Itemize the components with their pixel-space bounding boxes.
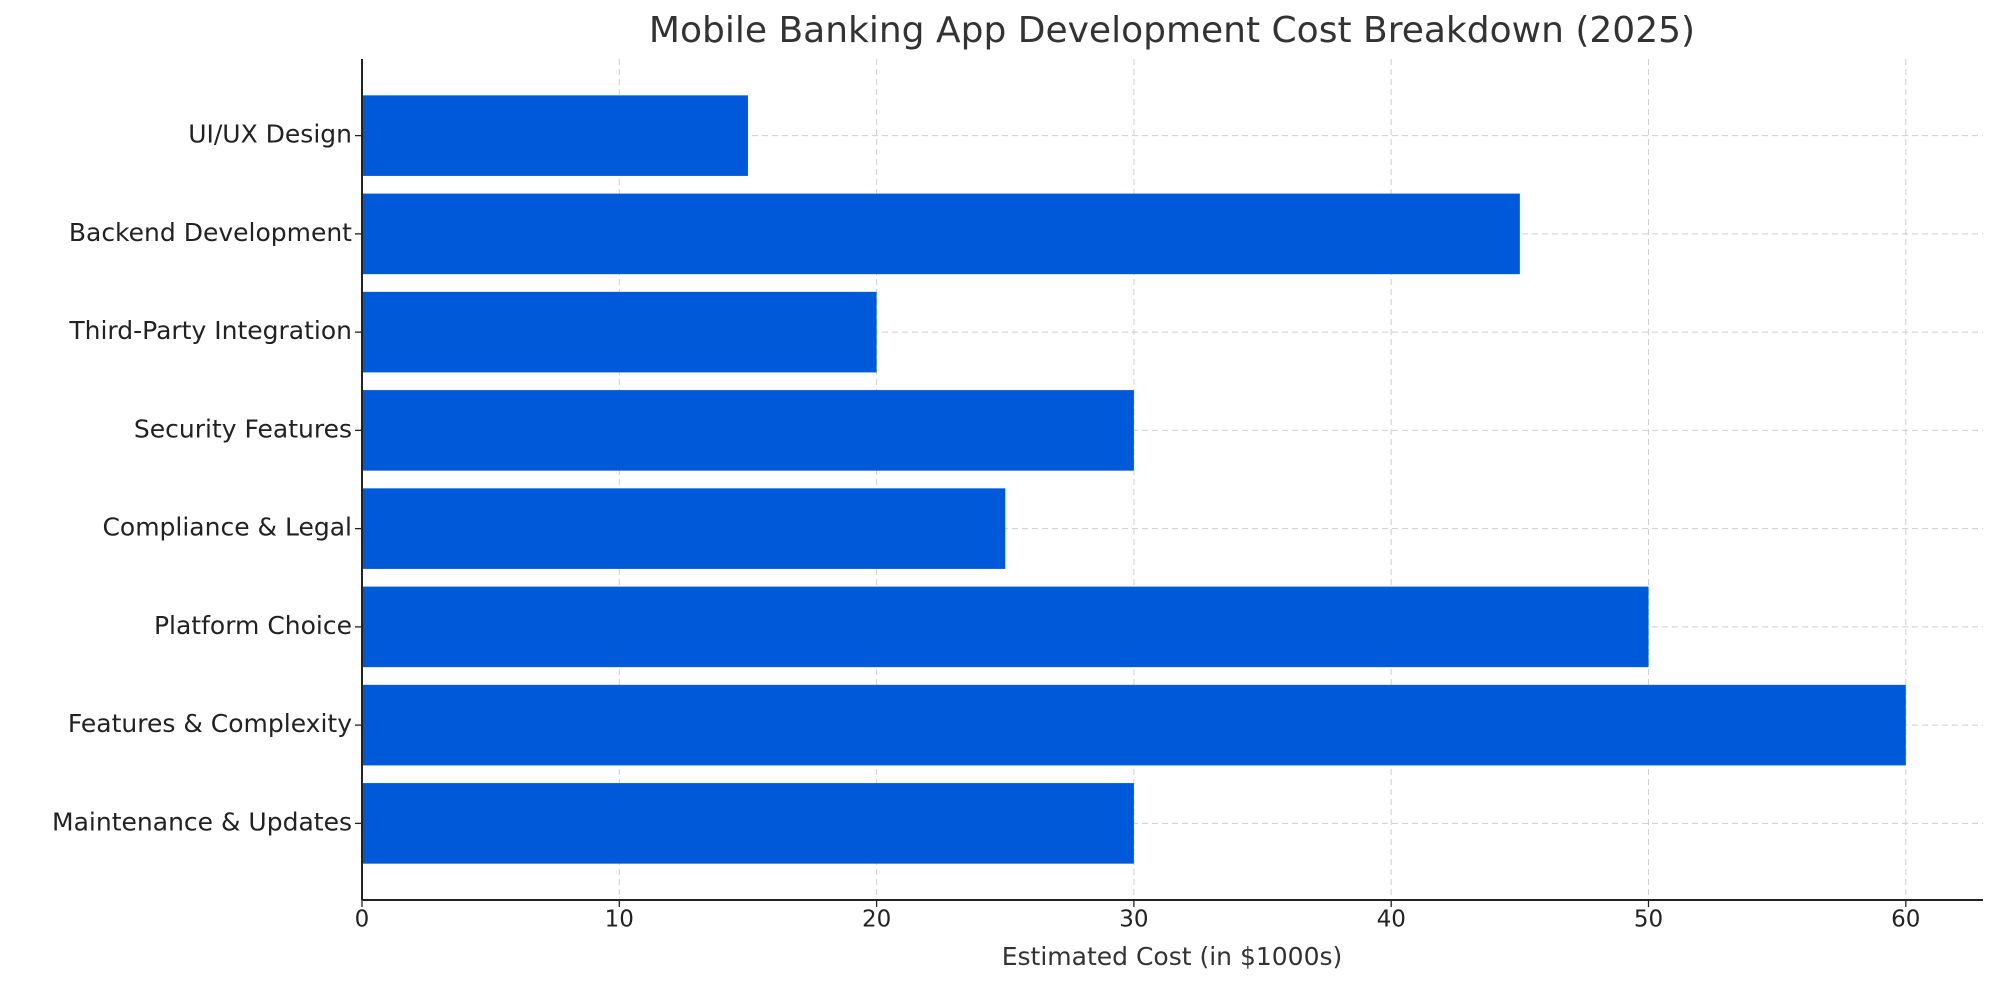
x-tick-label: 0 bbox=[355, 907, 370, 933]
y-tick-label: Compliance & Legal bbox=[102, 513, 352, 542]
bar bbox=[362, 586, 1649, 668]
y-tick-label: UI/UX Design bbox=[188, 120, 352, 149]
y-tick-label: Backend Development bbox=[69, 218, 352, 247]
bar bbox=[362, 684, 1906, 766]
bar bbox=[362, 783, 1134, 864]
y-tick-label: Maintenance & Updates bbox=[52, 807, 352, 836]
bar bbox=[362, 291, 877, 373]
x-tick-label: 20 bbox=[862, 907, 891, 933]
y-tick-label: Features & Complexity bbox=[68, 709, 352, 738]
bar bbox=[362, 95, 748, 176]
y-tick-label: Platform Choice bbox=[154, 611, 352, 640]
bar bbox=[362, 390, 1134, 471]
y-tick-label: Third-Party Integration bbox=[68, 316, 352, 345]
x-tick-label: 30 bbox=[1119, 907, 1148, 933]
bar bbox=[362, 488, 1006, 569]
y-tick-label: Security Features bbox=[134, 414, 352, 443]
bar bbox=[362, 193, 1520, 275]
x-tick-label: 60 bbox=[1891, 907, 1920, 933]
x-tick-label: 10 bbox=[605, 907, 634, 933]
chart-title: Mobile Banking App Development Cost Brea… bbox=[649, 10, 1695, 51]
x-tick-label: 40 bbox=[1377, 907, 1406, 933]
x-tick-label: 50 bbox=[1634, 907, 1663, 933]
x-axis-label: Estimated Cost (in $1000s) bbox=[1002, 942, 1343, 971]
